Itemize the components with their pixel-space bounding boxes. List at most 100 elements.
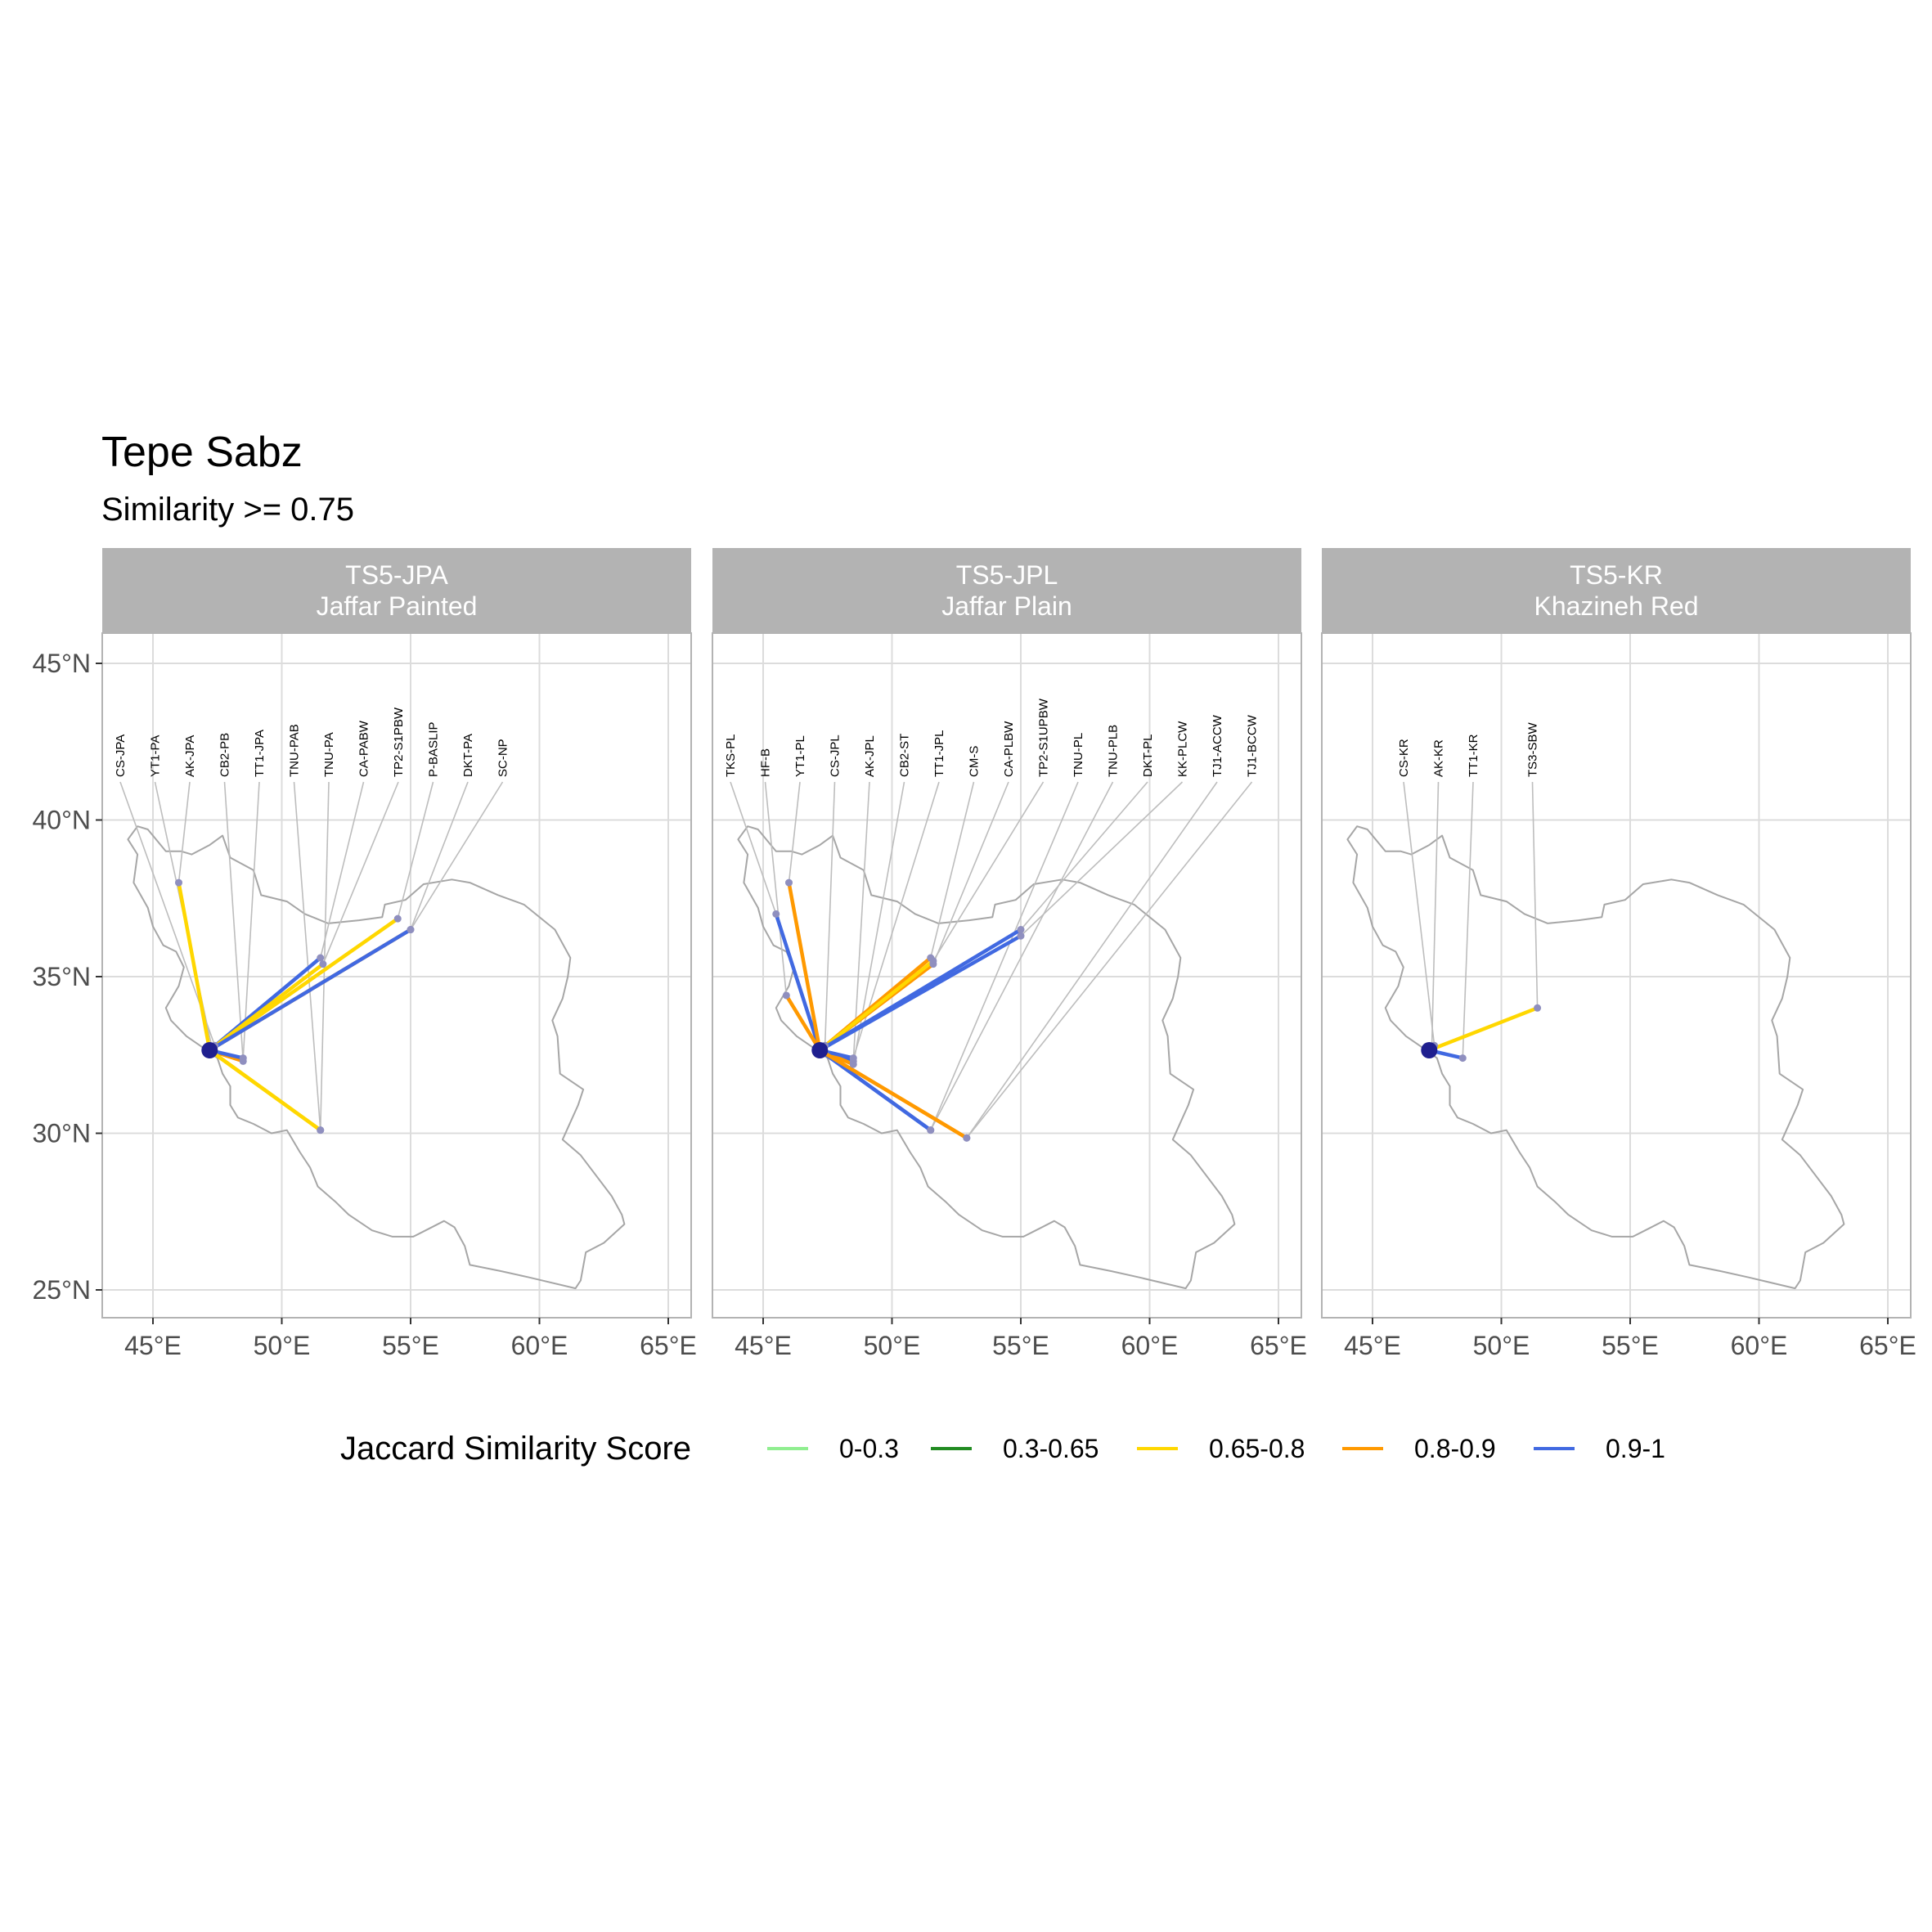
label-leader-line [1020, 781, 1148, 931]
site-label: TS3-SBW [1526, 721, 1540, 777]
x-tick-label: 45°E [735, 1331, 792, 1360]
legend-key-0.8-0.9: 0.8-0.9 [1342, 1434, 1496, 1463]
legend: Jaccard Similarity Score 0-0.3 0.3-0.65 0.… [340, 1431, 1665, 1467]
x-tick-label: 60°E [1731, 1331, 1788, 1360]
site-label: DKT-PA [461, 734, 475, 777]
label-leader-line [1531, 781, 1539, 1009]
site-point [407, 926, 415, 934]
site-point [927, 1126, 935, 1134]
panel-border [1321, 632, 1912, 1319]
similarity-link [208, 928, 413, 1053]
site-label: TT1-JPA [253, 730, 267, 777]
facet-strip-code: TS5-JPA [345, 560, 448, 590]
site-point [1534, 1004, 1542, 1012]
site-label: CA-PABW [357, 720, 371, 777]
legend-label: 0.3-0.65 [1003, 1434, 1099, 1463]
legend-key-0-0.3: 0-0.3 [767, 1434, 899, 1463]
site-label: YT1-PA [149, 735, 163, 777]
label-leader-line [852, 781, 870, 1062]
label-leader-line [410, 781, 469, 930]
legend-label: 0.8-0.9 [1414, 1434, 1496, 1463]
site-point [785, 878, 793, 887]
panel-border [712, 632, 1302, 1319]
site-point [963, 1134, 971, 1142]
site-label: TNU-PAB [288, 724, 302, 777]
panel-border [101, 632, 692, 1319]
x-tick-label: 65°E [1250, 1331, 1307, 1360]
facet-strip-code: TS5-JPL [956, 560, 1058, 590]
site-label: TJ1-ACCW [1211, 714, 1224, 777]
label-leader-line [1431, 781, 1440, 1049]
label-leader-line [293, 781, 321, 1130]
legend-label: 0-0.3 [839, 1434, 899, 1463]
site-label: TP2-S1UPBW [1037, 698, 1051, 777]
label-leader-line [764, 781, 788, 996]
site-label: CS-KR [1397, 739, 1411, 777]
site-point [319, 960, 327, 968]
site-label: KK-PLCW [1176, 721, 1190, 777]
site-point [1017, 926, 1025, 934]
label-leader-line [930, 781, 1114, 1131]
site-label: YT1-PL [793, 735, 807, 777]
site-label: SC-NP [496, 739, 510, 777]
label-leader-line [319, 781, 330, 1130]
legend-label: 0.9-1 [1606, 1434, 1665, 1463]
label-leader-line [932, 781, 1045, 962]
label-leader-line [1462, 781, 1474, 1058]
similarity-link [818, 1048, 969, 1140]
x-tick-label: 65°E [1859, 1331, 1916, 1360]
site-point [393, 914, 402, 923]
label-leader-line [1020, 781, 1184, 937]
facet-strip [102, 548, 691, 633]
label-leader-line [824, 781, 836, 1046]
similarity-link [787, 880, 822, 1053]
similarity-link [208, 1048, 322, 1132]
facet-strip-code: TS5-KR [1570, 560, 1663, 590]
site-point [772, 910, 780, 918]
iran-outline [1346, 825, 1845, 1290]
site-label: AK-JPL [863, 735, 877, 777]
legend-key-0.9-1: 0.9-1 [1534, 1434, 1665, 1463]
site-label: TT1-KR [1467, 734, 1480, 777]
x-tick-label: 50°E [1473, 1331, 1530, 1360]
site-point [239, 1054, 247, 1063]
site-label: TKS-PL [724, 734, 738, 777]
similarity-link [774, 912, 822, 1053]
site-label: HF-B [759, 748, 773, 777]
site-label: TJ1-BCCW [1246, 714, 1260, 777]
x-tick-label: 45°E [1344, 1331, 1401, 1360]
similarity-link [177, 880, 212, 1053]
label-leader-line [410, 781, 504, 930]
site-label: TNU-PA [322, 732, 336, 777]
site-point [1017, 932, 1025, 940]
facet-strip-name: Khazineh Red [1534, 591, 1698, 621]
site-label: CS-JPL [829, 735, 842, 777]
iran-outline [127, 825, 626, 1290]
x-tick-label: 50°E [864, 1331, 921, 1360]
x-tick-label: 55°E [382, 1331, 439, 1360]
site-label: AK-JPA [183, 735, 197, 777]
site-label: CA-PLBW [1002, 721, 1016, 777]
legend-key-0.3-0.65: 0.3-0.65 [931, 1434, 1099, 1463]
x-tick-label: 55°E [1602, 1331, 1659, 1360]
label-leader-line [319, 781, 365, 959]
y-tick-label: 35°N [33, 962, 92, 991]
origin-point [811, 1042, 829, 1059]
site-label: CB2-PB [218, 733, 232, 777]
similarity-link [1427, 1006, 1539, 1053]
site-label: CM-S [968, 746, 982, 777]
label-leader-line [397, 781, 434, 919]
label-leader-line [177, 781, 191, 883]
label-leader-line [223, 781, 245, 1062]
x-tick-label: 60°E [1121, 1331, 1179, 1360]
site-point [317, 954, 325, 962]
label-leader-line [932, 781, 1009, 964]
similarity-link [784, 993, 822, 1053]
legend-keys: 0-0.3 0.3-0.65 0.65-0.8 0.8-0.9 0.9-1 [767, 1434, 1665, 1463]
label-leader-line [242, 781, 260, 1058]
x-tick-label: 65°E [640, 1331, 697, 1360]
label-leader-line [929, 781, 975, 959]
site-label: DKT-PL [1141, 734, 1155, 777]
